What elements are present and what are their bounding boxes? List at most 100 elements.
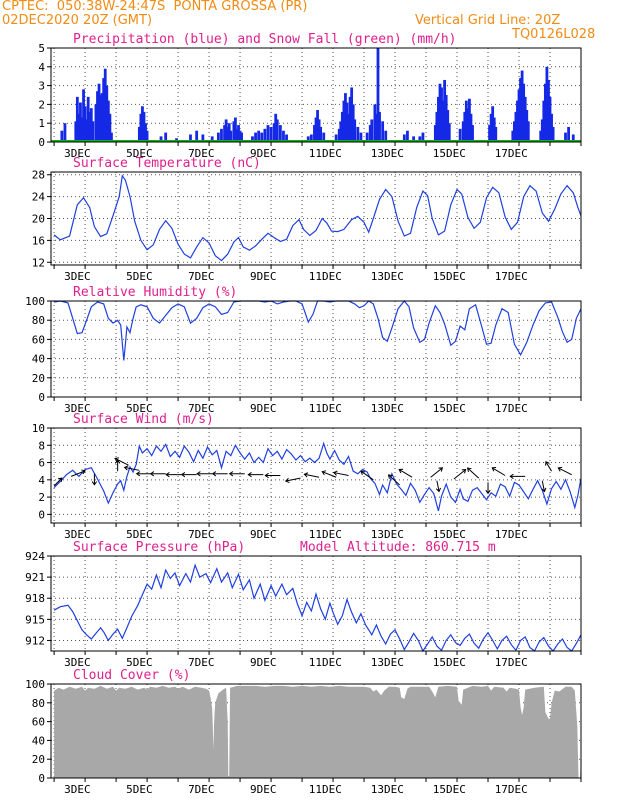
precip-bar [251, 136, 254, 142]
precip-bar [545, 66, 549, 142]
header-grid-line: Vertical Grid Line: 20Z [415, 13, 561, 28]
precip-bar [523, 96, 527, 142]
precip-bar [433, 125, 437, 142]
x-tick-label: 9DEC [250, 783, 277, 796]
precip-bar [356, 126, 360, 142]
precip-bar [88, 111, 92, 142]
panel-title-4: Surface Pressure (hPa) [73, 540, 245, 555]
precip-bar [257, 130, 261, 142]
panel-3 [47, 427, 582, 527]
precip-bar [216, 132, 220, 142]
y-tick-label: 921 [25, 571, 45, 584]
precip-bar [348, 96, 352, 142]
x-tick-label: 17DEC [495, 147, 528, 160]
wind-arrow-head [165, 472, 170, 478]
panel-title-1: Surface Temperature (nC) [73, 156, 261, 171]
y-tick-label: 8 [38, 439, 45, 452]
x-tick-label: 13DEC [371, 783, 404, 796]
precip-bar [108, 113, 112, 142]
x-tick-label: 3DEC [64, 656, 91, 669]
precip-bar [458, 128, 462, 142]
x-tick-label: 15DEC [433, 528, 466, 541]
y-tick-label: 60 [32, 716, 45, 729]
precip-bar [337, 128, 341, 142]
y-tick-label: 1 [38, 117, 45, 130]
precip-bar [542, 100, 546, 142]
wind-arrow-shaft [285, 477, 301, 482]
wind-arrow-shaft [70, 470, 86, 477]
precip-bar [317, 119, 321, 142]
x-tick-label: 9DEC [250, 528, 277, 541]
wind-arrow-head [398, 468, 404, 474]
wind-arrow-head [466, 467, 472, 472]
precip-bar [83, 106, 87, 142]
precip-bar [189, 134, 192, 142]
precip-bar [159, 136, 163, 142]
precip-bar [75, 96, 79, 142]
precip-bar [375, 113, 378, 142]
precip-bar [254, 132, 257, 142]
wind-arrow-shaft [436, 480, 440, 492]
x-tick-label: 17DEC [495, 402, 528, 415]
precip-bar [468, 98, 471, 142]
precip-bar [517, 89, 521, 142]
y-tick-label: 918 [25, 592, 45, 605]
y-tick-label: 20 [32, 213, 45, 226]
precip-bar [201, 134, 205, 142]
precip-bar [60, 130, 64, 142]
precip-bar [85, 119, 89, 142]
precip-bar [564, 132, 567, 142]
precip-bar [145, 130, 149, 142]
precip-bar [540, 119, 544, 142]
precip-bar [77, 113, 81, 142]
wind-arrow-shaft [398, 469, 413, 478]
precip-bar [491, 106, 495, 142]
y-tick-label: 6 [38, 457, 45, 470]
precip-bar [313, 125, 316, 142]
wind-arrow-head [228, 471, 234, 477]
precip-bar [106, 100, 110, 142]
precip-bar [345, 102, 349, 142]
x-tick-label: 15DEC [433, 270, 466, 283]
wind-arrow-head [135, 471, 141, 477]
y-tick-label: 100 [25, 678, 45, 691]
precip-bar [110, 132, 113, 142]
x-tick-label: 7DEC [188, 270, 215, 283]
panel-frame [50, 47, 582, 143]
wind-arrow-head [332, 470, 338, 476]
precip-bar [96, 91, 99, 142]
x-tick-label: 11DEC [309, 656, 342, 669]
wind-arrow-head [57, 477, 63, 482]
precip-bar [512, 121, 516, 142]
series-line [53, 563, 582, 653]
precip-bar [272, 123, 276, 142]
y-tick-label: 20 [32, 753, 45, 766]
precip-bar [525, 110, 529, 142]
precip-bar [226, 126, 230, 142]
precip-bar [373, 104, 377, 142]
wind-arrow-head [461, 469, 467, 474]
precip-bar [94, 104, 98, 142]
header-model-id: TQ0126L028 [512, 27, 596, 42]
y-tick-label: 924 [25, 550, 45, 563]
wind-arrow-shaft [114, 457, 129, 466]
wind-arrow-head [360, 470, 365, 476]
precip-bar [365, 132, 369, 142]
panel-title-3: Surface Wind (m/s) [73, 412, 214, 427]
precip-bar [551, 126, 555, 142]
x-tick-label: 3DEC [64, 147, 91, 160]
cloud-cover-area [54, 685, 581, 778]
x-tick-label: 3DEC [64, 783, 91, 796]
x-tick-label: 5DEC [126, 270, 153, 283]
precip-bar [144, 123, 147, 142]
precip-bar [63, 123, 67, 142]
wind-arrow-head [91, 481, 98, 486]
x-tick-label: 3DEC [64, 402, 91, 415]
precip-bar [353, 119, 357, 142]
precip-bar [229, 130, 233, 142]
wind-arrow-head [180, 472, 186, 478]
x-tick-label: 7DEC [188, 528, 215, 541]
precip-bar [238, 130, 242, 142]
y-tick-label: 80 [32, 314, 45, 327]
precip-bar [224, 119, 228, 142]
